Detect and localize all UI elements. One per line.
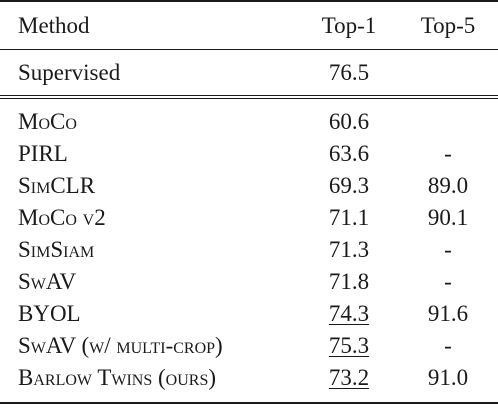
supervised-method: Supervised [18, 60, 121, 85]
row-top1-value: 73.2 [328, 365, 370, 390]
table-row: MoCo 60.6 [0, 104, 498, 140]
row-top1: 71.3 [328, 237, 370, 262]
row-method: BYOL [18, 301, 81, 326]
row-top1: 63.6 [328, 141, 370, 166]
row-top5: - [444, 333, 452, 358]
row-top5: 89.0 [427, 173, 469, 198]
row-top5: 90.1 [427, 205, 469, 230]
row-top5: 91.0 [427, 365, 469, 390]
row-method: SwAV (w/ multi-crop) [18, 333, 223, 358]
row-method: Barlow Twins (ours) [18, 365, 217, 390]
table-header: Method Top-1 Top-5 [0, 8, 498, 44]
table-row: Barlow Twins (ours) 73.2 91.0 [0, 360, 498, 396]
bottom-rule [0, 402, 498, 404]
supervised-top1: 76.5 [328, 60, 370, 85]
row-top5: - [444, 269, 452, 294]
row-top1: 69.3 [328, 173, 370, 198]
row-top1-value: 74.3 [328, 301, 370, 326]
row-method: MoCo [18, 109, 77, 134]
table-row: MoCo v2 71.1 90.1 [0, 200, 498, 236]
row-top5: 91.6 [427, 301, 469, 326]
supervised-row: Supervised 76.5 [0, 55, 498, 91]
row-top1: 71.1 [328, 205, 370, 230]
row-method: MoCo v2 [18, 205, 106, 230]
table-row: PIRL 63.6 - [0, 136, 498, 172]
table-row: SimCLR 69.3 89.0 [0, 168, 498, 204]
top-rule [0, 0, 498, 2]
row-top1: 60.6 [328, 109, 370, 134]
table-row: SimSiam 71.3 - [0, 232, 498, 268]
row-top1: 71.8 [328, 269, 370, 294]
group-rule-upper [0, 95, 498, 96]
table-row: BYOL 74.3 91.6 [0, 296, 498, 332]
row-method: SwAV [18, 269, 77, 294]
table-row: SwAV 71.8 - [0, 264, 498, 300]
header-method: Method [18, 13, 90, 38]
header-top5: Top-5 [420, 13, 476, 38]
table-row: SwAV (w/ multi-crop) 75.3 - [0, 328, 498, 364]
row-top1: 75.3 [298, 328, 400, 364]
row-top1: 73.2 [298, 360, 400, 396]
header-rule [0, 49, 498, 50]
header-top1: Top-1 [321, 13, 377, 38]
row-method: SimCLR [18, 173, 96, 198]
row-method: PIRL [18, 141, 68, 166]
row-top1: 74.3 [298, 296, 400, 332]
group-rule-lower [0, 98, 498, 99]
row-method: SimSiam [18, 237, 95, 262]
row-top1-value: 75.3 [328, 333, 370, 358]
row-top5: - [444, 237, 452, 262]
row-top5: - [444, 141, 452, 166]
